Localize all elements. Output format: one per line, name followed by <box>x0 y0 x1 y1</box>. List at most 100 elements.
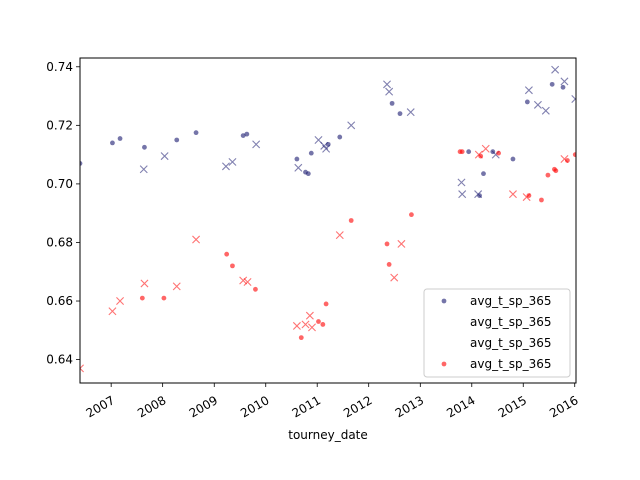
data-point-dot <box>478 153 484 159</box>
data-point-x <box>551 65 560 74</box>
y-tick-label: 0.70 <box>46 177 73 191</box>
data-point-x <box>239 276 248 285</box>
data-point-x <box>305 311 314 320</box>
data-point-dot <box>348 218 354 223</box>
data-point-x <box>385 87 394 96</box>
data-point-x <box>383 80 392 89</box>
data-point-dot <box>389 100 395 106</box>
data-point-dot <box>560 84 566 90</box>
legend-entry: avg_t_sp_365 <box>470 315 552 329</box>
data-point-dot <box>409 212 414 218</box>
data-point-x <box>474 190 483 199</box>
data-point-dot <box>316 319 321 324</box>
data-point-dot <box>117 136 123 141</box>
data-point-dot <box>224 251 230 257</box>
data-point-x <box>108 307 117 316</box>
data-point-x <box>252 140 261 149</box>
data-point-x <box>406 108 415 117</box>
legend-label: avg_t_sp_365 <box>470 336 552 350</box>
data-point-x <box>571 95 576 103</box>
data-point-dot <box>481 171 486 177</box>
legend-box <box>423 288 571 378</box>
data-point-x <box>322 144 331 153</box>
data-point-dot <box>298 335 304 341</box>
data-point-x <box>116 297 125 306</box>
data-point-dot <box>524 99 530 105</box>
data-point-dot <box>459 149 465 155</box>
data-point-x <box>172 282 181 291</box>
legend-entry: avg_t_sp_365 <box>441 294 552 308</box>
legend-entry: avg_t_sp_365 <box>470 336 552 350</box>
data-point-dot <box>397 111 403 117</box>
y-tick-label: 0.68 <box>46 235 73 249</box>
data-point-x <box>294 163 303 172</box>
data-point-x <box>560 77 569 86</box>
data-points <box>80 65 576 373</box>
data-point-dot <box>308 150 314 156</box>
data-point-x <box>192 235 201 244</box>
data-point-x <box>139 165 148 174</box>
y-tick-label: 0.64 <box>46 353 73 367</box>
y-tick-label: 0.72 <box>46 118 73 132</box>
y-tick-label: 0.66 <box>46 294 73 308</box>
data-point-dot <box>142 144 147 150</box>
data-point-x <box>397 239 406 248</box>
legend-label: avg_t_sp_365 <box>470 315 552 329</box>
data-point-x <box>308 323 316 332</box>
data-point-dot <box>174 137 180 143</box>
legend-marker <box>441 298 447 304</box>
data-point-x <box>347 121 356 130</box>
data-point-dot <box>320 322 326 327</box>
y-axis: 0.64 0.66 0.68 0.70 0.72 0.74 <box>46 60 80 367</box>
data-point-dot <box>323 301 329 307</box>
legend-label: avg_t_sp_365 <box>470 294 552 308</box>
y-tick-label: 0.74 <box>46 60 73 74</box>
data-point-dot <box>553 168 559 174</box>
data-point-dot <box>240 133 246 138</box>
plot-frame <box>79 57 577 384</box>
legend-marker <box>441 361 447 367</box>
data-point-dot <box>572 152 576 158</box>
data-point-x <box>80 364 84 373</box>
data-point-dot <box>466 149 472 155</box>
data-point-x <box>335 231 344 240</box>
data-point-dot <box>337 134 343 140</box>
data-point-x <box>457 178 466 187</box>
legend-entry: avg_t_sp_365 <box>441 357 552 371</box>
data-point-x <box>390 273 399 282</box>
data-point-x <box>228 157 237 166</box>
data-point-x <box>533 100 542 109</box>
data-point-dot <box>161 295 167 301</box>
data-point-x <box>524 86 533 95</box>
data-point-dot <box>564 158 570 163</box>
plot-area <box>79 57 577 384</box>
data-point-dot <box>510 156 516 162</box>
data-point-dot <box>545 172 551 178</box>
data-point-dot <box>539 197 544 203</box>
data-point-x <box>458 190 467 199</box>
data-point-x <box>541 106 550 115</box>
data-point-dot <box>193 130 199 136</box>
data-point-x <box>160 152 169 161</box>
legend: avg_t_sp_365 avg_t_sp_365 avg_t_sp_365 avg_… <box>423 288 571 378</box>
data-point-dot <box>253 286 258 292</box>
data-point-x <box>481 144 490 153</box>
data-point-dot <box>386 262 392 267</box>
data-point-dot <box>230 263 235 269</box>
data-point-x <box>140 279 149 288</box>
data-point-dot <box>526 193 532 199</box>
data-point-dot <box>496 150 501 156</box>
data-point-x <box>243 277 252 286</box>
data-point-dot <box>244 131 250 137</box>
data-point-dot <box>305 171 311 177</box>
data-point-dot <box>549 81 555 87</box>
data-point-dot <box>294 156 300 162</box>
data-point-dot <box>80 161 83 166</box>
data-point-dot <box>384 241 390 247</box>
x-axis-label: tourney_date <box>288 428 368 442</box>
legend-label: avg_t_sp_365 <box>470 357 552 371</box>
data-point-x <box>292 321 301 330</box>
data-point-x <box>301 320 310 329</box>
